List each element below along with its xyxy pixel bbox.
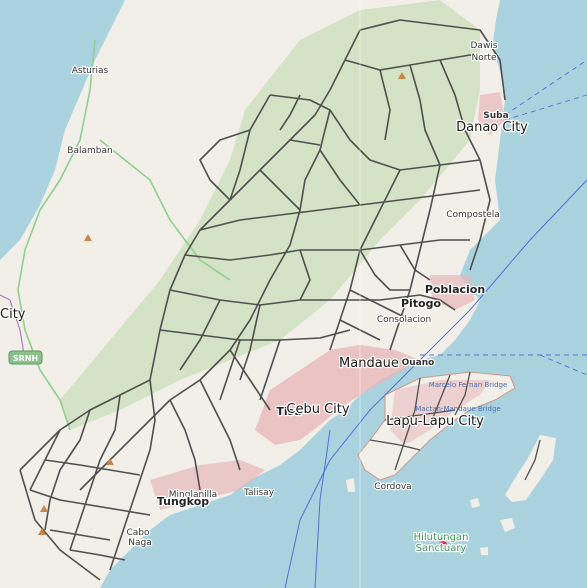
label-lapu-lapu-city: Lapu-Lapu City	[386, 414, 484, 429]
peak-icon	[84, 234, 92, 241]
peak-icon	[398, 72, 406, 79]
label-tungkop: Tungkop	[157, 495, 209, 508]
label-balamban: Balamban	[67, 146, 112, 156]
label-dawis: Dawis	[471, 41, 498, 51]
urban-danao	[478, 92, 505, 135]
highway-west	[17, 39, 96, 431]
label-city: City	[0, 307, 26, 322]
peak-icon	[38, 528, 46, 535]
label-asturias: Asturias	[72, 66, 109, 76]
label-sanctuary: Sanctuary	[416, 543, 467, 554]
label-poblacion: Poblacion	[425, 283, 485, 296]
label-cordova: Cordova	[374, 482, 411, 492]
label-cebu-city: Cebu City	[286, 402, 349, 417]
maritime-boundaries	[420, 59, 587, 376]
islet-4	[346, 478, 355, 492]
islet-3	[480, 547, 488, 555]
label-consolacion: Consolacion	[377, 315, 431, 325]
urban-talisay	[150, 460, 265, 510]
label-norte: Norte	[471, 53, 496, 63]
label-hilutungan: Hilutungan	[414, 532, 469, 543]
islet-2	[470, 498, 480, 508]
mactan-boundaries	[369, 371, 541, 481]
peak-icon	[40, 505, 48, 512]
label-bridge-1: Marcelo Fernan Bridge	[429, 381, 508, 389]
label-mandaue: Mandaue	[339, 356, 399, 371]
label-naga: Naga	[128, 538, 151, 548]
road-badge: SRNH	[8, 350, 43, 365]
label-suba: Suba	[483, 111, 508, 121]
road-badge-label: SRNH	[13, 354, 38, 363]
peak-icon	[106, 458, 114, 465]
label-danao-city: Danao City	[456, 120, 528, 135]
forest-reserve	[60, 0, 480, 430]
islet-1	[500, 518, 515, 532]
west-coast-water	[0, 0, 125, 260]
peak-markers	[38, 72, 406, 535]
barangay-boundaries	[19, 19, 506, 581]
label-compostela: Compostela	[446, 210, 500, 220]
province-border	[0, 294, 26, 361]
highway-cross	[99, 139, 231, 281]
label-ouano: Ouano	[402, 358, 435, 368]
label-talisay: Talisay	[243, 488, 275, 498]
label-bridge-2: Mactan-Mandaue Bridge	[415, 405, 500, 413]
label-minglanilla: Minglanilla	[169, 490, 217, 500]
urban-cebu	[255, 345, 420, 445]
label-pitogo: Pitogo	[401, 297, 442, 310]
label-tisa: Tisa	[276, 405, 301, 418]
sanctuary-marker	[439, 541, 447, 549]
ferry-routes	[284, 179, 587, 588]
label-cabo: Cabo	[126, 528, 150, 538]
